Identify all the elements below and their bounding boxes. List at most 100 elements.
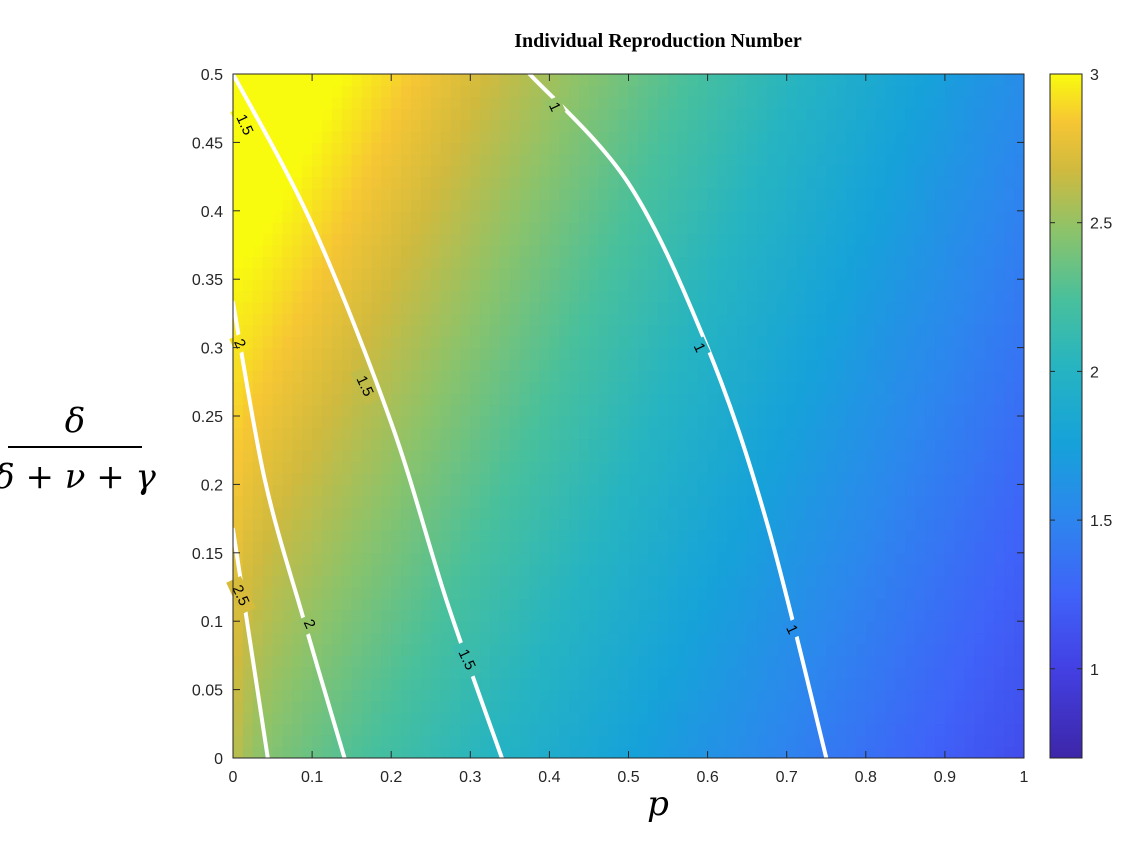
heatmap-cell bbox=[242, 541, 254, 554]
heatmap-cell bbox=[648, 632, 659, 645]
heatmap-cell bbox=[381, 131, 392, 143]
heatmap-cell bbox=[994, 438, 1005, 451]
heatmap-cell bbox=[539, 245, 550, 257]
heatmap-cell bbox=[569, 142, 580, 155]
heatmap-cell bbox=[549, 142, 560, 155]
heatmap-cell bbox=[598, 746, 610, 758]
heatmap-cell bbox=[529, 518, 541, 531]
heatmap-cell bbox=[371, 678, 382, 691]
heatmap-cell bbox=[470, 598, 481, 611]
heatmap-cell bbox=[579, 632, 590, 645]
heatmap-cell bbox=[865, 507, 877, 520]
heatmap-cell bbox=[846, 267, 857, 280]
heatmap-cell bbox=[935, 245, 946, 257]
heatmap-cell bbox=[747, 746, 758, 758]
heatmap-cell bbox=[252, 609, 264, 622]
heatmap-cell bbox=[588, 518, 600, 531]
heatmap-cell bbox=[658, 119, 669, 132]
heatmap-cell bbox=[272, 188, 284, 200]
heatmap-cell bbox=[331, 518, 343, 531]
heatmap-cell bbox=[361, 96, 373, 109]
heatmap-cell bbox=[747, 438, 758, 451]
heatmap-cell bbox=[915, 108, 926, 121]
heatmap-cell bbox=[747, 302, 758, 314]
heatmap-cell bbox=[737, 723, 748, 736]
heatmap-cell bbox=[717, 689, 728, 702]
heatmap-cell bbox=[935, 507, 946, 520]
heatmap-cell bbox=[954, 74, 966, 86]
heatmap-cell bbox=[1014, 290, 1024, 303]
heatmap-cell bbox=[588, 245, 600, 257]
heatmap-cell bbox=[391, 701, 402, 713]
heatmap-cell bbox=[964, 575, 976, 588]
heatmap-cell bbox=[519, 131, 531, 143]
heatmap-cell bbox=[954, 621, 966, 634]
heatmap-cell bbox=[331, 564, 343, 577]
heatmap-cell bbox=[747, 575, 758, 588]
heatmap-cell bbox=[470, 450, 481, 463]
heatmap-cell bbox=[925, 461, 936, 474]
heatmap-cell bbox=[608, 598, 620, 611]
heatmap-cell bbox=[846, 473, 857, 485]
heatmap-cell bbox=[579, 74, 590, 86]
heatmap-cell bbox=[935, 541, 946, 554]
heatmap-cell bbox=[569, 438, 580, 451]
heatmap-cell bbox=[628, 723, 639, 736]
heatmap-cell bbox=[737, 461, 748, 474]
heatmap-cell bbox=[786, 746, 798, 758]
heatmap-cell bbox=[371, 153, 382, 166]
heatmap-cell bbox=[341, 461, 353, 474]
heatmap-cell bbox=[964, 336, 976, 349]
heatmap-cell bbox=[826, 96, 837, 109]
heatmap-cell bbox=[707, 119, 719, 132]
heatmap-cell bbox=[747, 233, 758, 246]
heatmap-cell bbox=[954, 279, 966, 292]
heatmap-cell bbox=[579, 507, 590, 520]
heatmap-cell bbox=[262, 461, 274, 474]
heatmap-cell bbox=[964, 165, 976, 178]
heatmap-cell bbox=[707, 85, 719, 98]
heatmap-cell bbox=[796, 404, 808, 417]
heatmap-cell bbox=[618, 256, 630, 269]
heatmap-cell bbox=[668, 701, 679, 713]
heatmap-cell bbox=[984, 678, 995, 691]
heatmap-cell bbox=[430, 552, 442, 565]
heatmap-cell bbox=[895, 484, 906, 497]
heatmap-cell bbox=[361, 746, 373, 758]
heatmap-cell bbox=[757, 473, 768, 485]
heatmap-cell bbox=[925, 245, 936, 257]
heatmap-cell bbox=[994, 541, 1005, 554]
heatmap-cell bbox=[737, 153, 748, 166]
heatmap-cell bbox=[262, 678, 274, 691]
heatmap-cell bbox=[855, 598, 867, 611]
heatmap-cell bbox=[549, 393, 560, 406]
heatmap-cell bbox=[262, 564, 274, 577]
heatmap-cell bbox=[292, 199, 303, 212]
heatmap-cell bbox=[668, 438, 679, 451]
heatmap-cell bbox=[984, 632, 995, 645]
heatmap-cell bbox=[331, 336, 343, 349]
heatmap-cell bbox=[638, 632, 649, 645]
heatmap-cell bbox=[648, 359, 659, 371]
heatmap-cell bbox=[875, 279, 887, 292]
heatmap-cell bbox=[895, 279, 906, 292]
heatmap-cell bbox=[618, 666, 630, 679]
heatmap-cell bbox=[608, 507, 620, 520]
heatmap-cell bbox=[855, 324, 867, 337]
heatmap-cell bbox=[628, 575, 639, 588]
heatmap-cell bbox=[608, 256, 620, 269]
heatmap-cell bbox=[954, 381, 966, 394]
heatmap-cell bbox=[321, 153, 333, 166]
heatmap-cell bbox=[727, 473, 738, 485]
colorbar-ticks: 11.522.53 bbox=[1050, 67, 1112, 679]
heatmap-cell bbox=[737, 279, 748, 292]
heatmap-cell bbox=[242, 199, 254, 212]
heatmap-cell bbox=[480, 632, 491, 645]
heatmap-cell bbox=[272, 176, 284, 189]
heatmap-cell bbox=[351, 416, 363, 428]
heatmap-cell bbox=[717, 96, 728, 109]
heatmap-cell bbox=[499, 370, 511, 383]
heatmap-cell bbox=[806, 678, 817, 691]
heatmap-cell bbox=[341, 290, 353, 303]
heatmap-cell bbox=[796, 131, 808, 143]
